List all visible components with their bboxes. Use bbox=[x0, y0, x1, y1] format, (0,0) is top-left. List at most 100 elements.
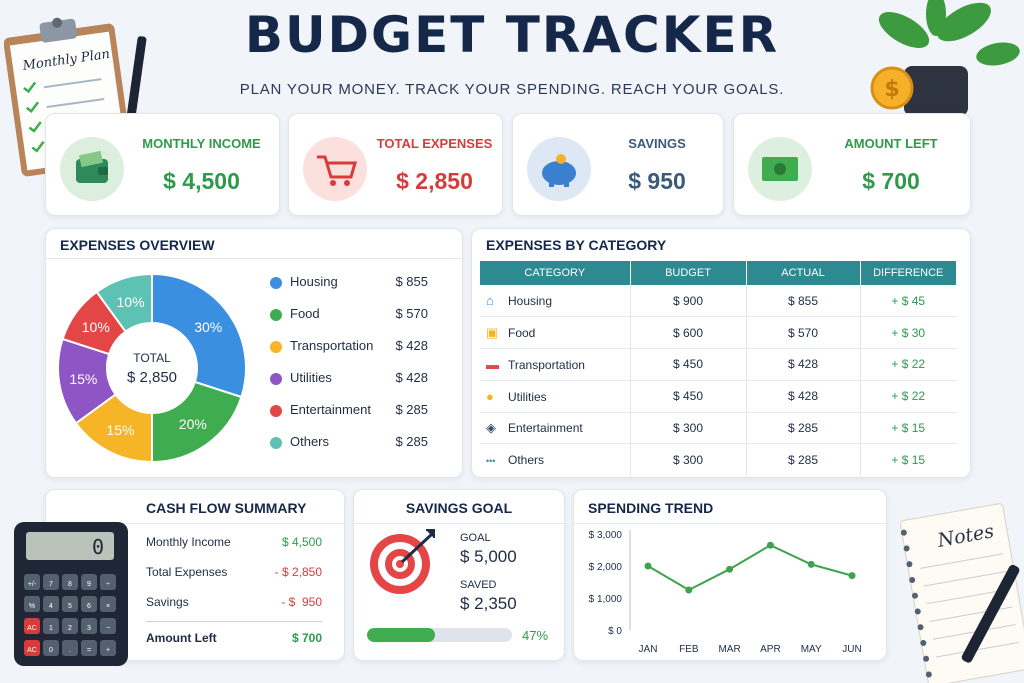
legend-dot bbox=[270, 309, 282, 321]
calculator-key bbox=[62, 618, 78, 634]
budget-cell: $ 300 bbox=[630, 443, 747, 476]
table-row[interactable]: ▣ Food $ 600 $ 570 + $ 30 bbox=[480, 316, 956, 350]
kpi-savings[interactable]: SAVINGS $ 950 bbox=[512, 113, 724, 216]
gamepad-icon: ◈ bbox=[486, 420, 496, 436]
calculator-key-label: × bbox=[106, 603, 110, 610]
spending-trend-chart: $ 0 $ 1,000 $ 2,000 $ 3,000 JAN FEB MAR APR MAY J… bbox=[589, 530, 862, 655]
legend-dot bbox=[270, 437, 282, 449]
actual-cell: $ 570 bbox=[746, 316, 861, 350]
calculator-key-label: 1 bbox=[49, 625, 53, 632]
kpi-label: AMOUNT LEFT bbox=[844, 136, 938, 151]
kpi-amount-left[interactable]: AMOUNT LEFT $ 700 bbox=[733, 113, 971, 216]
money-bill-icon bbox=[748, 137, 812, 201]
x-tick-label: MAY bbox=[801, 644, 822, 655]
legend-dot bbox=[270, 405, 282, 417]
calculator-key-label: % bbox=[29, 603, 35, 610]
y-tick-label: $ 3,000 bbox=[589, 530, 623, 541]
calculator-key-label: 0 bbox=[49, 647, 53, 654]
legend-dot bbox=[270, 373, 282, 385]
coin-icon bbox=[870, 66, 914, 110]
section-title: CASH FLOW SUMMARY bbox=[146, 500, 307, 516]
calculator-key bbox=[62, 596, 78, 612]
calculator-key-label: 4 bbox=[49, 603, 53, 610]
table-row[interactable]: ▬ Transportation $ 450 $ 428 + $ 22 bbox=[480, 348, 956, 381]
calculator-key bbox=[100, 618, 116, 634]
calculator-key-label: = bbox=[87, 647, 91, 654]
trend-point[interactable] bbox=[766, 541, 774, 549]
section-title: SAVINGS GOAL bbox=[405, 500, 513, 516]
legend-item: Transportation $ 428 bbox=[268, 333, 438, 365]
page-title: BUDGET TRACKER bbox=[244, 6, 780, 64]
calculator-key-label: 2 bbox=[68, 625, 72, 632]
trend-line bbox=[647, 544, 853, 592]
lightbulb-icon: ● bbox=[486, 388, 494, 404]
trend-point[interactable] bbox=[726, 565, 734, 573]
plant-illustration: $ bbox=[870, 0, 1020, 116]
legend-dot bbox=[270, 277, 282, 289]
legend-label: Utilities bbox=[290, 370, 332, 385]
legend-value: $ 855 bbox=[395, 274, 428, 289]
table-row[interactable]: ••• Others $ 300 $ 285 + $ 15 bbox=[480, 443, 956, 476]
kpi-value: $ 700 bbox=[862, 168, 920, 194]
calculator-key bbox=[81, 596, 97, 612]
calculator-key bbox=[24, 596, 40, 612]
kpi-monthly-income[interactable]: MONTHLY INCOME $ 4,500 bbox=[45, 113, 280, 216]
kpi-total-expenses[interactable]: TOTAL EXPENSES $ 2,850 bbox=[288, 113, 503, 216]
y-tick-label: $ 2,000 bbox=[589, 562, 623, 573]
calculator-key-label: 5 bbox=[68, 603, 72, 610]
donut-center-label: TOTAL bbox=[133, 351, 171, 365]
calculator-illustration: 0 +/- 7 8 9 ÷% 4 5 6 × AC 1 2 3 − AC 0. = + bbox=[14, 522, 128, 666]
category-name: Transportation bbox=[508, 357, 585, 372]
calculator-key bbox=[100, 596, 116, 612]
legend-item: Food $ 570 bbox=[268, 301, 438, 333]
x-tick-label: MAR bbox=[718, 644, 740, 655]
kpi-value: $ 2,850 bbox=[396, 168, 473, 194]
table-row[interactable]: ◈ Entertainment $ 300 $ 285 + $ 15 bbox=[480, 412, 956, 445]
trend-point[interactable] bbox=[644, 562, 652, 570]
legend-label: Housing bbox=[290, 274, 338, 289]
column-header[interactable]: DIFFERENCE bbox=[860, 261, 956, 285]
trend-point[interactable] bbox=[685, 586, 693, 594]
category-table: CATEGORY BUDGET ACTUAL DIFFERENCE ⌂ Housi… bbox=[480, 261, 956, 476]
savings-progress-bar bbox=[367, 628, 512, 642]
column-header[interactable]: ACTUAL bbox=[746, 261, 861, 285]
column-header[interactable]: BUDGET bbox=[630, 261, 747, 285]
savings-goal-panel: SAVINGS GOAL GOAL $ 5,000 SAVED $ 2,350 … bbox=[353, 489, 565, 661]
donut-slice[interactable] bbox=[95, 272, 153, 333]
actual-cell: $ 428 bbox=[746, 380, 861, 413]
legend-value: $ 428 bbox=[395, 338, 428, 353]
column-header[interactable]: CATEGORY bbox=[480, 261, 631, 285]
trend-point[interactable] bbox=[807, 560, 815, 568]
section-title: EXPENSES BY CATEGORY bbox=[486, 237, 667, 253]
spending-trend-panel: SPENDING TREND $ 0 $ 1,000 $ 2,000 $ 3,000 J… bbox=[573, 489, 887, 661]
difference-cell: + $ 15 bbox=[891, 453, 926, 468]
slice-percent-label: 15% bbox=[69, 371, 97, 387]
budget-cell: $ 600 bbox=[630, 316, 747, 350]
goal-label: GOAL bbox=[460, 532, 491, 544]
calculator-key-label: − bbox=[106, 625, 110, 632]
cashflow-value: - $ 950 bbox=[281, 595, 322, 609]
legend-label: Others bbox=[290, 434, 330, 449]
svg-text:$: $ bbox=[884, 77, 899, 102]
donut-slice[interactable] bbox=[151, 272, 247, 399]
category-name: Others bbox=[508, 453, 545, 468]
category-name: Utilities bbox=[508, 389, 547, 404]
trend-point[interactable] bbox=[848, 572, 856, 580]
actual-cell: $ 855 bbox=[746, 285, 861, 318]
calculator-key-label: +/- bbox=[28, 581, 37, 588]
calculator-key bbox=[43, 640, 59, 656]
table-row[interactable]: ⌂ Housing $ 900 $ 855 + $ 45 bbox=[480, 285, 956, 318]
legend-item: Utilities $ 428 bbox=[268, 365, 438, 397]
y-tick-label: $ 0 bbox=[608, 626, 622, 637]
table-header-row: CATEGORY BUDGET ACTUAL DIFFERENCE bbox=[480, 261, 956, 285]
calculator-key-label: AC bbox=[27, 625, 37, 632]
legend-item: Entertainment $ 285 bbox=[268, 397, 438, 429]
difference-cell: + $ 15 bbox=[860, 412, 956, 445]
calculator-key-label: 9 bbox=[87, 581, 91, 588]
calculator-key bbox=[24, 618, 40, 634]
actual-cell: $ 285 bbox=[746, 443, 861, 476]
shopping-cart-icon bbox=[303, 137, 367, 201]
table-row[interactable]: ● Utilities $ 450 $ 428 + $ 22 bbox=[480, 380, 956, 413]
expenses-legend: Housing $ 855 Food $ 570 Transportation $ 4… bbox=[268, 269, 438, 461]
calculator-key bbox=[81, 574, 97, 590]
